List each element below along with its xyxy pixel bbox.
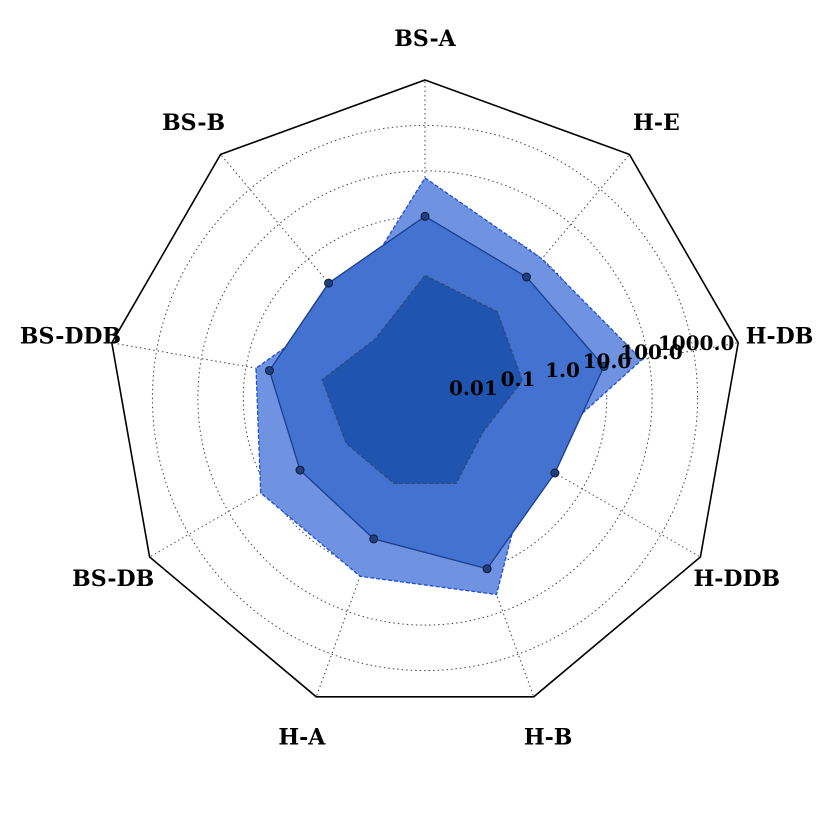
radial-tick-label-0: 0.01 <box>449 376 498 400</box>
radial-tick-label-2: 1.0 <box>545 358 580 382</box>
series-1-point-1 <box>522 272 531 282</box>
outer-frame <box>110 79 740 698</box>
series-1-point-4 <box>482 564 492 574</box>
axis-label-bs-a: BS-A <box>394 26 456 52</box>
axis-label-bs-ddb: BS-DDB <box>20 324 121 350</box>
grid-circle-4 <box>197 170 653 626</box>
series-1-point-8 <box>324 278 334 288</box>
axis-label-bs-b: BS-B <box>162 110 225 136</box>
series-1-point-7 <box>264 366 274 376</box>
radial-tick-label-3: 10.0 <box>583 349 632 373</box>
radial-tick-label-4: 100.0 <box>620 340 683 364</box>
axis-label-h-db: H-DB <box>746 324 814 350</box>
grid-circle-5 <box>151 124 699 672</box>
radial-tick-label-1: 0.1 <box>501 367 536 391</box>
axis-label-bs-db: BS-DB <box>72 566 154 592</box>
series-1-point-3 <box>550 468 560 478</box>
axis-label-h-b: H-B <box>524 724 573 750</box>
axis-label-h-e: H-E <box>633 110 680 136</box>
series-2-polygon <box>321 274 524 485</box>
grid-spoke-3 <box>424 397 701 558</box>
series-1-point-2 <box>599 361 609 371</box>
axis-label-h-a: H-A <box>278 724 326 750</box>
series-1-point-6 <box>295 465 305 475</box>
axis-label-h-ddb: H-DDB <box>693 566 780 592</box>
radial-tick-label-5: 1000.0 <box>658 331 735 355</box>
series-1-point-5 <box>369 534 379 544</box>
series-1-point-0 <box>420 211 430 221</box>
